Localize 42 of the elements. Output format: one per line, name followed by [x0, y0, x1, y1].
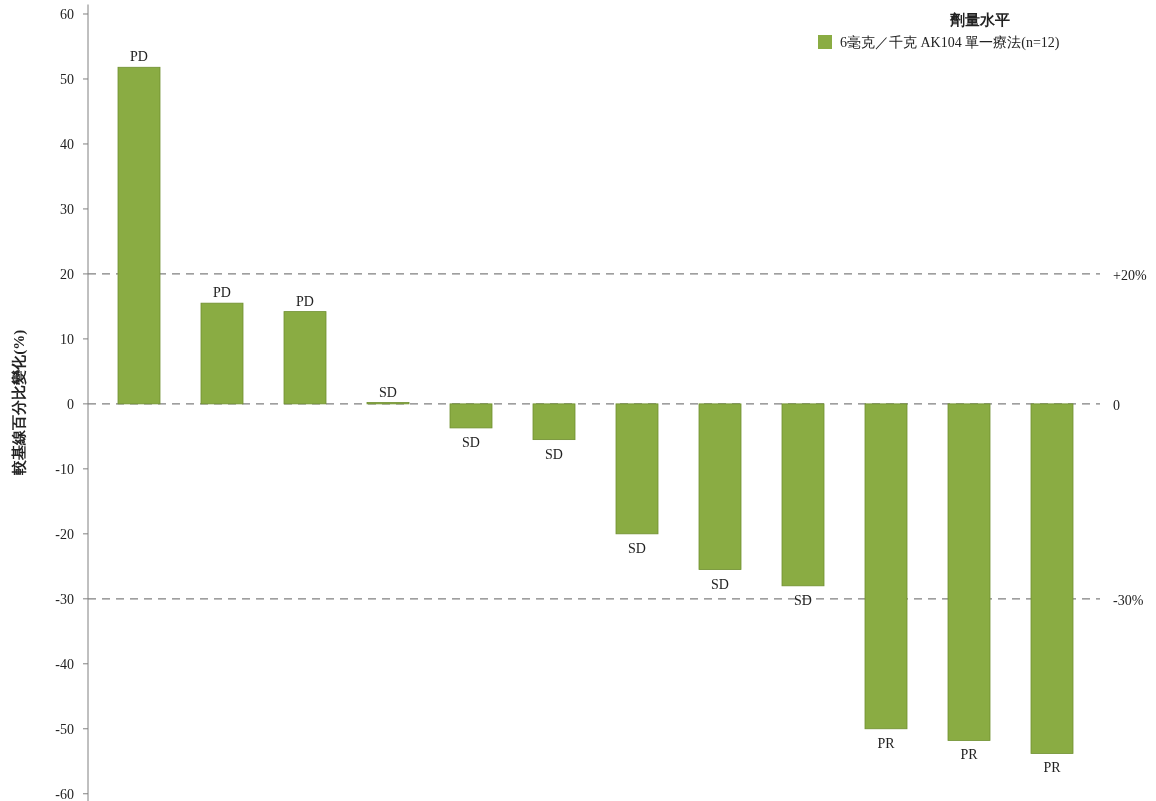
- y-tick-label: -30: [55, 591, 74, 607]
- y-tick-label: 60: [60, 7, 74, 22]
- data-label: PR: [877, 735, 896, 751]
- data-label: SD: [462, 434, 480, 450]
- bar: [117, 66, 161, 405]
- data-label: SD: [794, 592, 812, 608]
- bar: [200, 302, 244, 405]
- y-tick-label: -20: [55, 526, 74, 542]
- y-tick-label: 10: [60, 331, 74, 347]
- y-axis-title: 較基線百分比變化(%): [11, 329, 28, 476]
- bar: [698, 403, 742, 570]
- ref-line-label: -30%: [1113, 592, 1144, 608]
- bar: [947, 403, 991, 741]
- bar: [864, 403, 908, 730]
- bar: [781, 403, 825, 587]
- data-label: PD: [213, 285, 231, 301]
- data-label: PR: [960, 747, 979, 763]
- bar: [532, 403, 576, 441]
- y-tick-label: -40: [55, 656, 74, 672]
- y-tick-label: 0: [67, 396, 74, 412]
- legend-label: 6毫克／千克 AK104 單一療法(n=12): [840, 35, 1060, 51]
- ref-line-label: 0: [1113, 397, 1120, 413]
- y-tick-label: 50: [60, 71, 74, 87]
- y-tick-label: -60: [55, 786, 74, 801]
- y-tick-label: 20: [60, 266, 74, 282]
- bar: [449, 403, 493, 429]
- data-label: SD: [628, 540, 646, 556]
- data-label: SD: [379, 384, 397, 400]
- bar: [615, 403, 659, 535]
- ref-line-label: +20%: [1113, 267, 1147, 283]
- data-label: PR: [1043, 760, 1062, 776]
- legend-title: 劑量水平: [949, 12, 1010, 28]
- bar: [1030, 403, 1074, 754]
- data-label: PD: [296, 293, 314, 309]
- y-tick-label: -10: [55, 461, 74, 477]
- data-label: SD: [711, 576, 729, 592]
- y-tick-label: 40: [60, 136, 74, 152]
- bar: [283, 311, 327, 405]
- y-tick-label: -50: [55, 721, 74, 737]
- data-label: SD: [545, 446, 563, 462]
- y-tick-label: 30: [60, 201, 74, 217]
- data-label: PD: [130, 49, 148, 65]
